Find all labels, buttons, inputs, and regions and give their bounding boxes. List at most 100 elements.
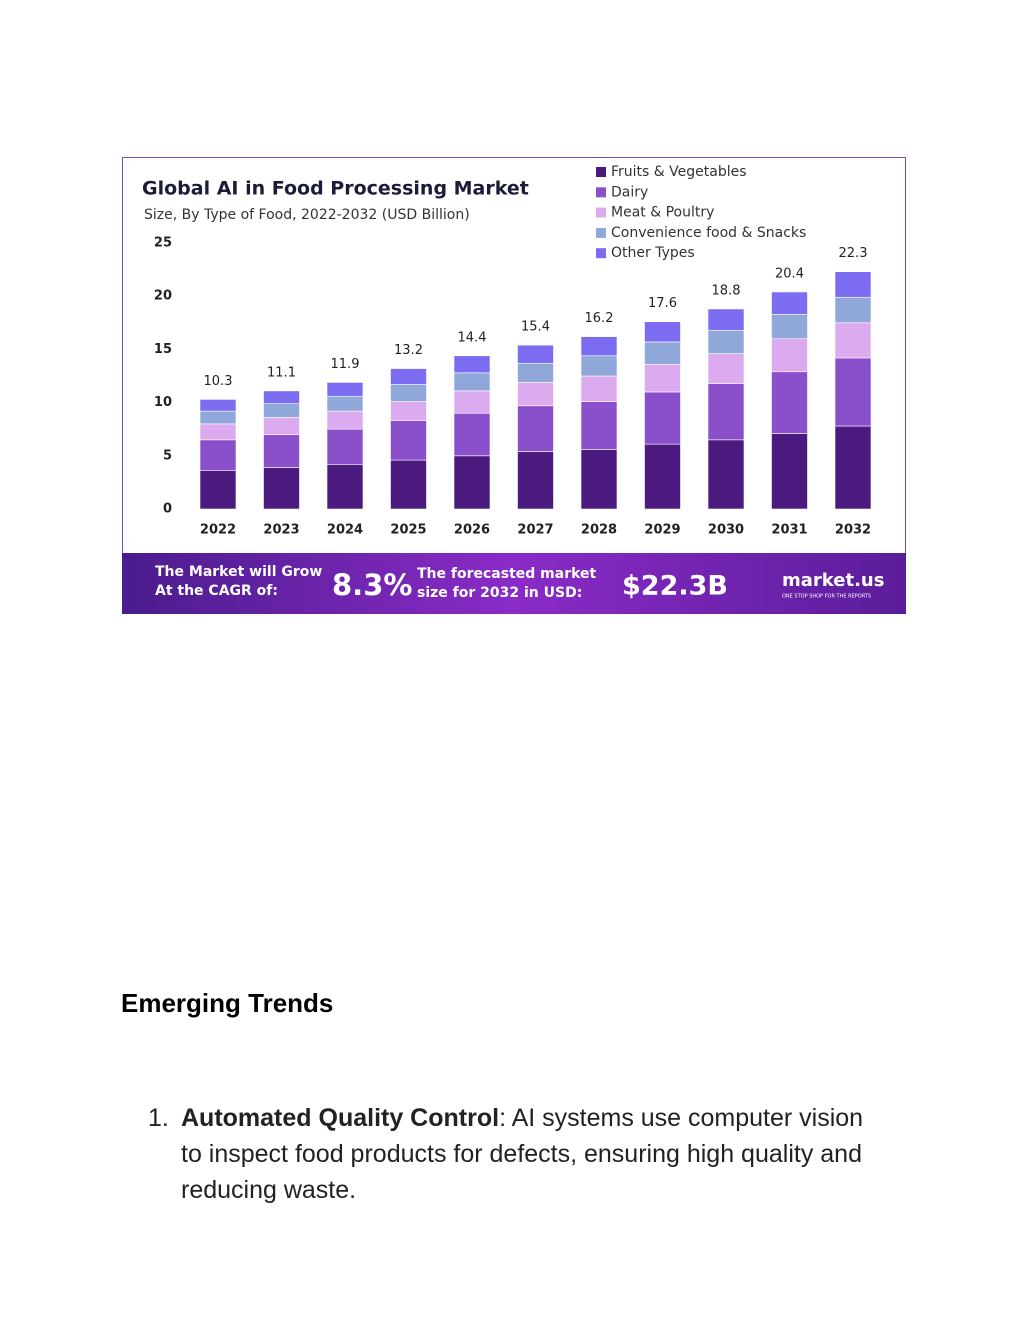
bar-segment xyxy=(199,423,237,441)
total-label: 18.8 xyxy=(712,283,741,298)
bar-segment xyxy=(263,467,300,510)
total-label: 11.1 xyxy=(267,365,296,380)
legend-label: Meat & Poultry xyxy=(611,205,714,221)
y-tick-label: 0 xyxy=(163,502,172,517)
legend-swatch xyxy=(596,207,606,218)
bar-segment xyxy=(771,371,808,434)
list-text: Automated Quality Control: AI systems us… xyxy=(181,1100,871,1208)
bar-segment xyxy=(644,321,681,343)
bar-segment xyxy=(834,425,872,510)
bar-segment xyxy=(771,433,808,510)
total-label: 22.3 xyxy=(839,246,868,261)
bar-segment xyxy=(326,464,364,510)
chart-title: Global AI in Food Processing Market xyxy=(142,178,529,200)
banner-forecast-text: The forecasted market size for 2032 in U… xyxy=(417,566,597,601)
bar-segment xyxy=(390,368,427,385)
x-tick-label: 2023 xyxy=(263,523,299,538)
bar-segment xyxy=(453,390,491,414)
legend-swatch xyxy=(596,167,606,177)
x-tick-label: 2026 xyxy=(454,523,490,538)
bar-segment xyxy=(580,336,618,357)
bar-segment xyxy=(517,344,554,364)
chart-subtitle: Size, By Type of Food, 2022-2032 (USD Bi… xyxy=(144,207,470,223)
legend-label: Convenience food & Snacks xyxy=(611,225,806,241)
legend-swatch xyxy=(596,187,606,198)
banner-cagr: 8.3% xyxy=(332,568,412,602)
bar-segment xyxy=(644,391,681,445)
bar-segment xyxy=(453,372,491,392)
bar-segment xyxy=(199,410,237,425)
total-label: 15.4 xyxy=(521,320,550,335)
bar-segment xyxy=(199,399,237,412)
x-tick-label: 2027 xyxy=(517,523,553,538)
bar-segment xyxy=(834,296,872,324)
bar-segment xyxy=(644,443,681,510)
x-tick-label: 2022 xyxy=(200,523,236,538)
chart: Global AI in Food Processing Market Size… xyxy=(122,157,906,614)
total-label: 10.3 xyxy=(204,374,233,389)
bar-segment xyxy=(580,401,618,450)
bar-segment xyxy=(326,428,364,465)
bar-segment xyxy=(199,439,237,471)
bar-segment xyxy=(771,291,808,315)
total-label: 16.2 xyxy=(585,311,614,326)
banner-forecast-text: The forecasted market size for 2032 in U… xyxy=(417,566,597,601)
total-label: 13.2 xyxy=(394,343,423,358)
bar-segment xyxy=(263,417,300,435)
legend-swatch xyxy=(596,227,606,238)
bar-segment xyxy=(771,313,808,340)
bar-segment xyxy=(707,439,745,510)
bar-segment xyxy=(771,338,808,373)
y-tick-label: 25 xyxy=(154,236,172,251)
banner-brand: market.us xyxy=(782,570,884,591)
x-tick-label: 2024 xyxy=(327,523,363,538)
bar-segment xyxy=(390,420,427,461)
bar-segment xyxy=(199,470,237,510)
heading: Emerging Trends xyxy=(121,988,334,1018)
total-label: 20.4 xyxy=(775,266,804,281)
y-tick-label: 10 xyxy=(154,395,172,410)
bar-segment xyxy=(644,363,681,393)
bar-segment xyxy=(326,410,364,430)
legend-label: Other Types xyxy=(611,245,695,261)
x-tick-label: 2029 xyxy=(644,523,680,538)
bar-segment xyxy=(580,375,618,402)
bar-segment xyxy=(390,401,427,421)
bar-segment xyxy=(326,395,364,412)
legend-swatch xyxy=(596,248,606,259)
legend-label: Fruits & Vegetables xyxy=(611,164,747,180)
bar-segment xyxy=(834,357,872,427)
banner-forecast: $22.3B xyxy=(622,571,728,602)
bar-segment xyxy=(453,355,491,374)
bar-segment xyxy=(707,353,745,384)
total-label: 14.4 xyxy=(458,330,487,345)
bar-segment xyxy=(517,362,554,383)
bar-segment xyxy=(644,341,681,365)
legend-label: Dairy xyxy=(611,184,648,200)
list-marker: 1. xyxy=(148,1104,169,1132)
bar-segment xyxy=(834,322,872,359)
banner xyxy=(122,553,906,614)
bar-segment xyxy=(453,455,491,510)
x-tick-label: 2025 xyxy=(390,523,426,538)
bar-segment xyxy=(263,434,300,468)
y-tick-label: 5 xyxy=(163,448,172,463)
bar-segment xyxy=(707,329,745,354)
bar-segment xyxy=(580,449,618,510)
bar-segment xyxy=(263,403,300,418)
list-term: Automated Quality Control xyxy=(181,1104,500,1132)
banner-cagr-text: The Market will Grow At the CAGR of: xyxy=(155,564,323,599)
bar-segment xyxy=(707,383,745,441)
bar-segment xyxy=(707,308,745,331)
y-tick-label: 15 xyxy=(154,342,172,357)
bar-segment xyxy=(263,390,300,404)
bar-segment xyxy=(517,382,554,407)
x-tick-label: 2032 xyxy=(835,523,871,538)
bar-segment xyxy=(517,405,554,452)
bar-segment xyxy=(453,412,491,457)
bar-segment xyxy=(326,382,364,397)
banner-cagr-text: The Market will Grow At the CAGR of: xyxy=(155,564,323,599)
y-tick-label: 20 xyxy=(154,289,172,304)
x-tick-label: 2028 xyxy=(581,523,617,538)
